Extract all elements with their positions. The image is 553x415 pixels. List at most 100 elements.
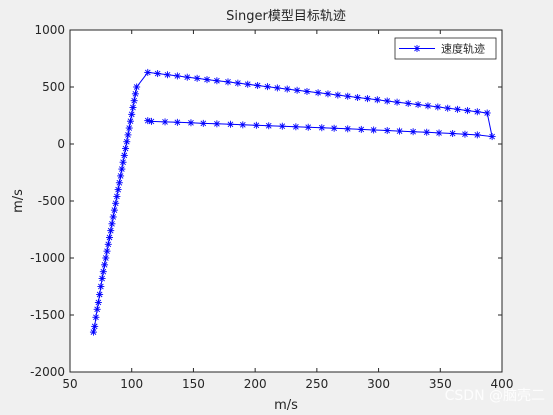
data-point <box>334 91 342 99</box>
data-point <box>105 233 113 241</box>
data-point <box>254 82 262 90</box>
x-axis-label: m/s <box>274 398 298 413</box>
data-point <box>154 70 162 78</box>
data-point <box>102 254 110 262</box>
data-point <box>112 199 120 207</box>
data-point <box>283 85 291 93</box>
watermark: CSDN @脑壳二 <box>445 387 545 404</box>
data-point <box>115 179 123 187</box>
data-point <box>114 186 122 194</box>
data-point <box>370 126 378 134</box>
data-point <box>128 110 136 118</box>
data-point <box>354 93 362 101</box>
y-tick-label: 0 <box>57 137 65 151</box>
data-point <box>144 68 152 76</box>
data-point <box>173 118 181 126</box>
data-point <box>108 220 116 228</box>
data-point <box>193 74 201 82</box>
data-point <box>131 90 139 98</box>
data-point <box>113 192 121 200</box>
data-point <box>357 125 365 133</box>
data-point <box>449 130 457 138</box>
data-point <box>488 133 496 141</box>
data-point <box>414 101 422 109</box>
data-point <box>318 124 326 132</box>
data-point <box>404 99 412 107</box>
data-point <box>444 104 452 112</box>
data-point <box>473 131 481 139</box>
data-point <box>454 105 462 113</box>
data-point <box>187 119 195 127</box>
data-point <box>183 73 191 81</box>
data-point <box>226 120 234 128</box>
data-point <box>393 98 401 106</box>
x-tick-label: 50 <box>62 377 77 391</box>
data-point <box>107 227 115 235</box>
data-point <box>126 117 134 125</box>
data-layer <box>89 68 496 336</box>
y-tick-label: -2000 <box>30 365 65 379</box>
data-point <box>117 172 125 180</box>
data-point <box>363 95 371 103</box>
data-point <box>92 313 100 321</box>
data-point <box>314 89 322 97</box>
data-point <box>278 122 286 130</box>
data-point <box>125 124 133 132</box>
y-axis-label: m/s <box>11 189 26 213</box>
y-tick-label: 500 <box>42 80 65 94</box>
legend: 速度轨迹 <box>394 37 497 60</box>
data-point <box>304 123 312 131</box>
x-tick-label: 400 <box>491 377 514 391</box>
y-tick-label: -1000 <box>30 251 65 265</box>
x-tick-label: 100 <box>120 377 143 391</box>
data-point <box>101 261 109 269</box>
data-point <box>144 117 152 125</box>
data-point <box>213 120 221 128</box>
data-point <box>273 84 281 92</box>
data-point <box>103 247 111 255</box>
data-point <box>89 328 97 336</box>
x-tick-label: 350 <box>429 377 452 391</box>
data-point <box>123 138 131 146</box>
data-point <box>423 128 431 136</box>
data-point <box>330 124 338 132</box>
data-point <box>344 92 352 100</box>
data-point <box>199 119 207 127</box>
data-point <box>265 122 273 130</box>
data-point <box>461 130 469 138</box>
x-tick-label: 150 <box>182 377 205 391</box>
data-point <box>99 268 107 276</box>
y-tick-label: 1000 <box>34 23 65 37</box>
data-point <box>91 322 99 330</box>
data-point <box>130 97 138 105</box>
data-point <box>203 76 211 84</box>
data-point <box>133 83 141 91</box>
data-point <box>409 128 417 136</box>
data-point <box>234 79 242 87</box>
data-point <box>94 298 102 306</box>
x-tick-label: 300 <box>367 377 390 391</box>
data-point <box>122 145 130 153</box>
data-point <box>96 290 104 298</box>
data-point <box>129 104 137 112</box>
legend-marker-icon <box>413 45 421 52</box>
data-point <box>344 125 352 133</box>
data-point <box>173 72 181 80</box>
data-point <box>109 213 117 221</box>
data-point <box>263 83 271 91</box>
data-point <box>244 80 252 88</box>
data-point <box>93 305 101 313</box>
data-point <box>473 108 481 116</box>
data-point <box>303 87 311 95</box>
chart-title: Singer模型目标轨迹 <box>226 9 346 24</box>
data-point <box>161 118 169 126</box>
legend-box <box>394 37 497 60</box>
data-point <box>293 86 301 94</box>
data-point <box>252 121 260 129</box>
data-point <box>383 127 391 135</box>
data-point <box>110 206 118 214</box>
data-point <box>435 129 443 137</box>
data-point <box>164 71 172 79</box>
x-tick-label: 200 <box>244 377 267 391</box>
